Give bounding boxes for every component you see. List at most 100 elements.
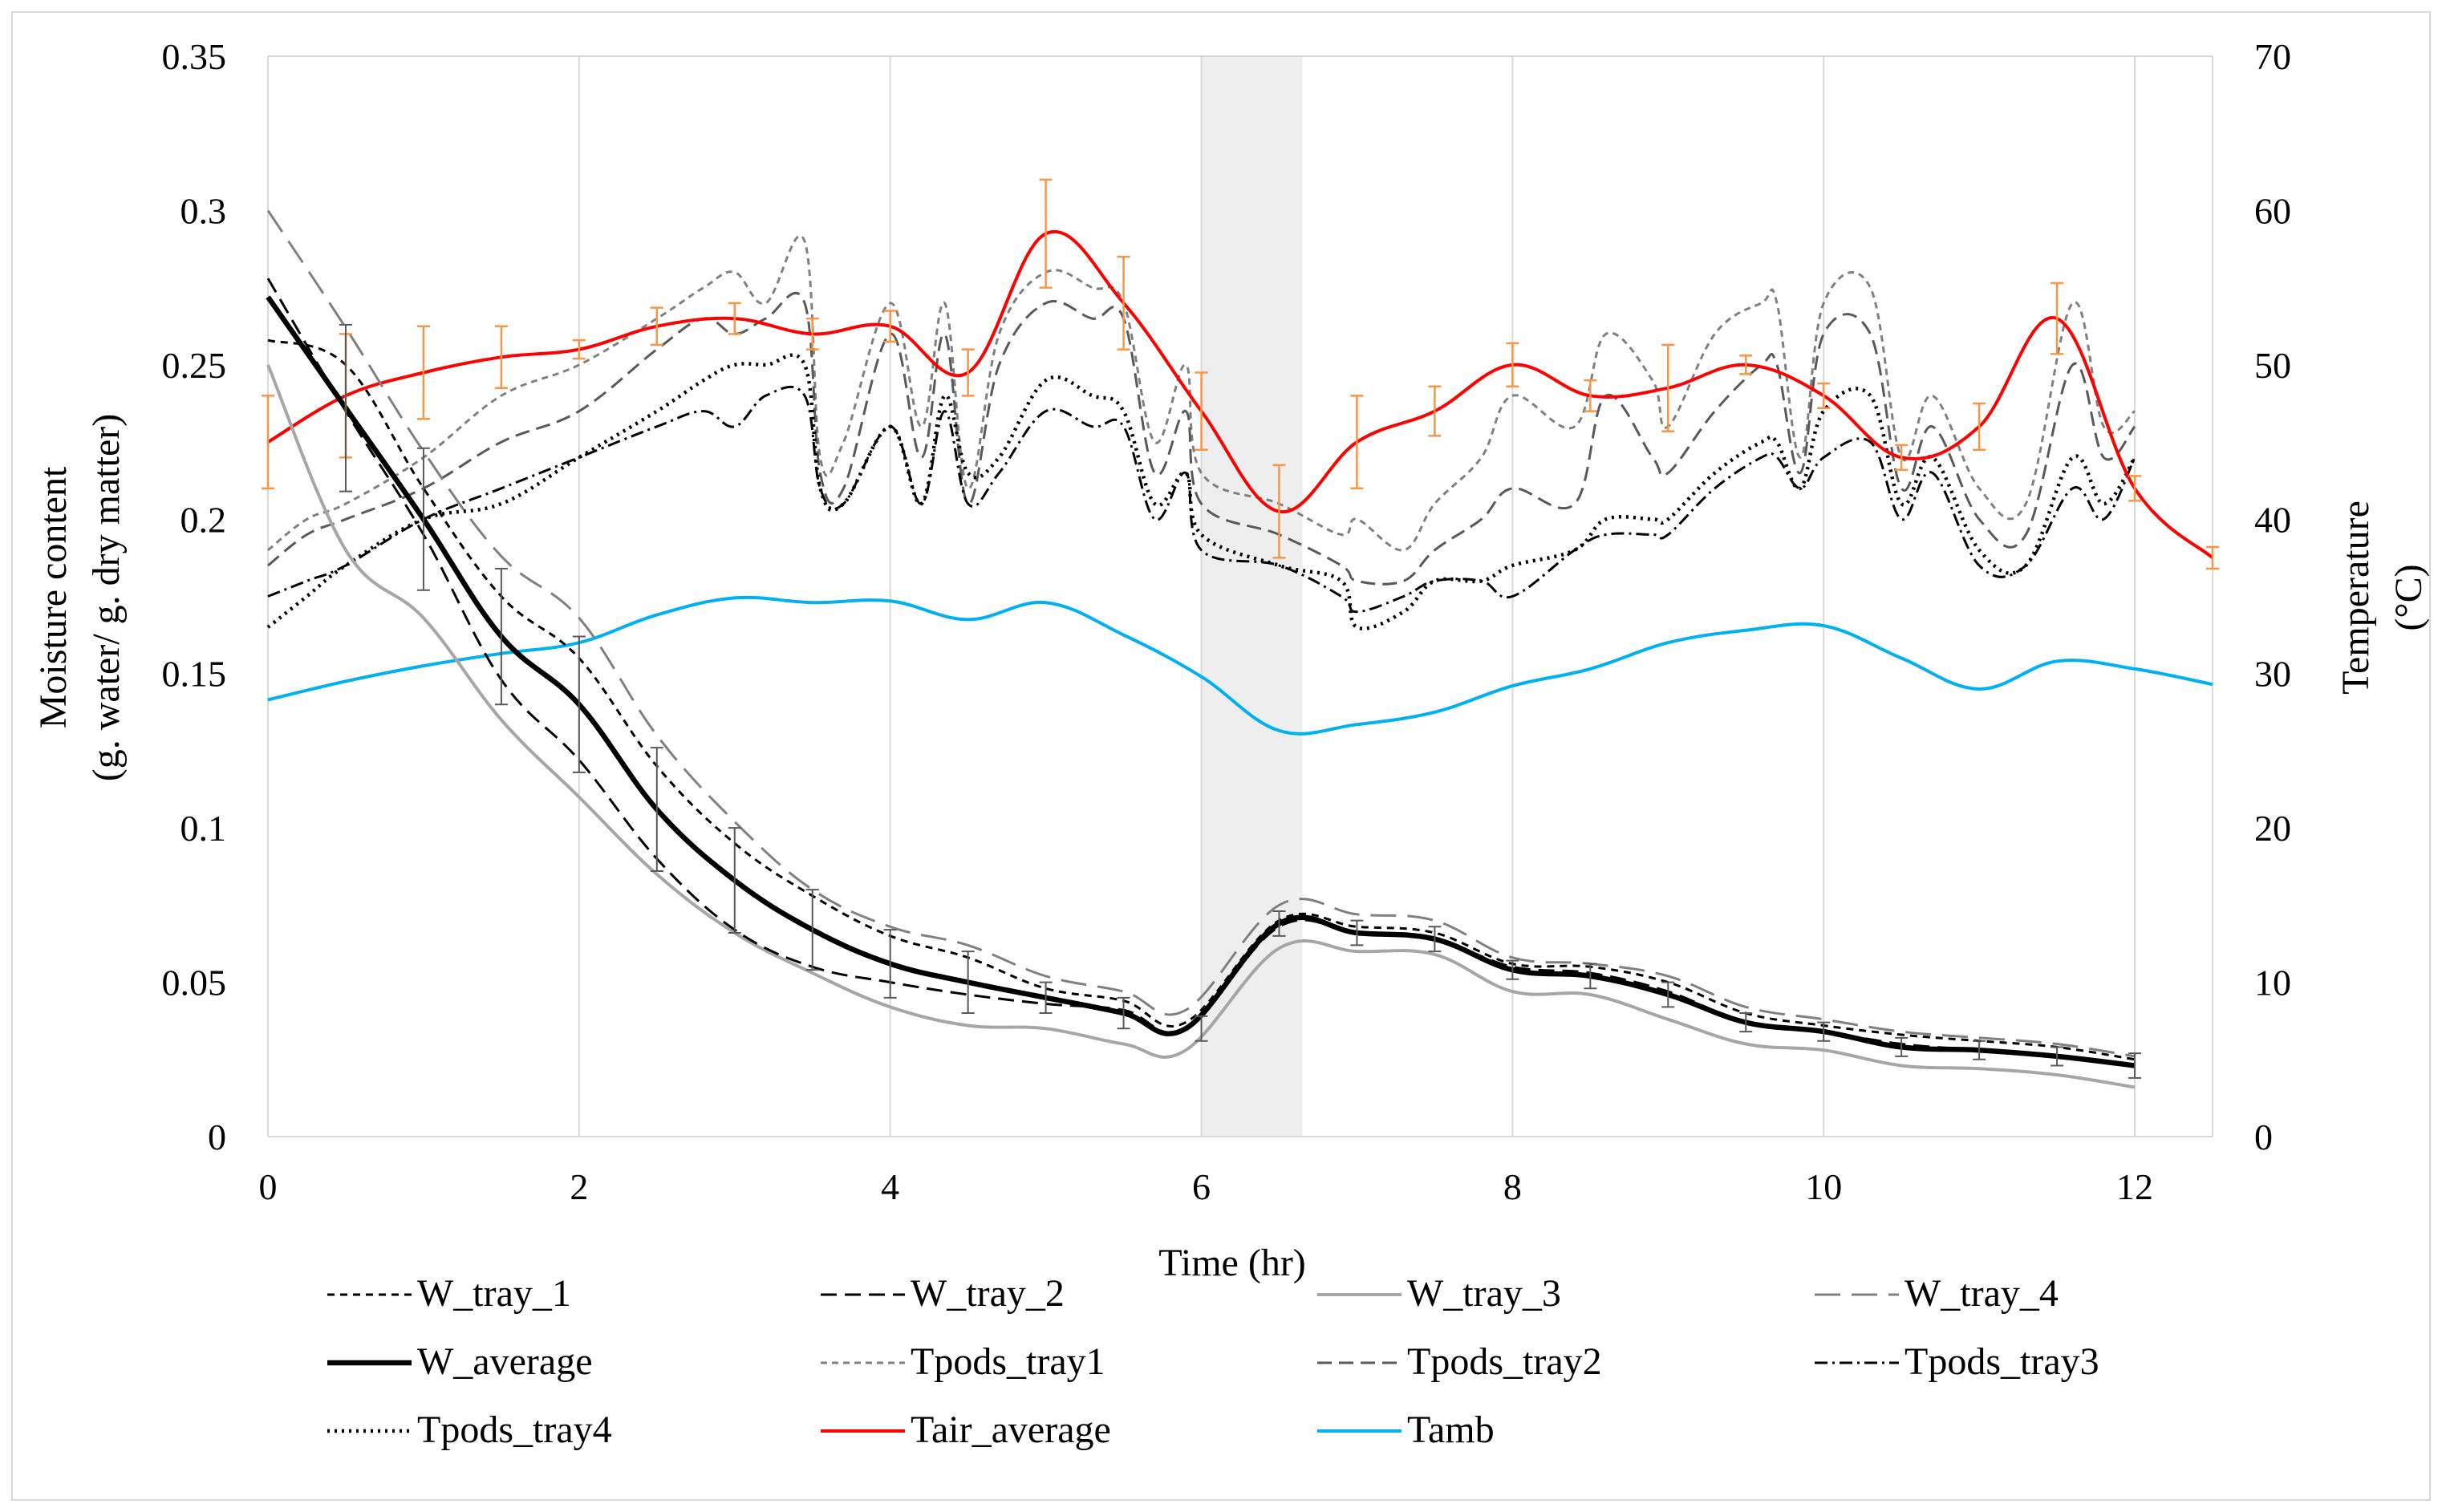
y-axis-right-title-line1: Temperature bbox=[2335, 501, 2377, 695]
y-right-tick-label: 0 bbox=[2254, 1117, 2273, 1157]
series-line-tpods-tray4 bbox=[266, 353, 2136, 630]
x-tick-label: 0 bbox=[259, 1166, 278, 1207]
legend-label: Tamb bbox=[1407, 1409, 1495, 1451]
tair-error-bar bbox=[1428, 385, 1442, 437]
legend-item-w-average: W_average bbox=[327, 1340, 593, 1383]
y-left-tick-label: 0.1 bbox=[181, 808, 227, 849]
tair-error-bar bbox=[1272, 464, 1286, 559]
tair-error-bar bbox=[1506, 342, 1519, 388]
series-line-w-tray-1 bbox=[267, 338, 2136, 1061]
w-average-error-bar bbox=[650, 747, 663, 873]
shaded-band bbox=[1201, 56, 1303, 1137]
tair-error-bar bbox=[1195, 371, 1208, 451]
w-average-error-bar bbox=[883, 929, 897, 999]
y-left-tick-label: 0.3 bbox=[181, 190, 227, 231]
series-line-tpods-tray3 bbox=[267, 386, 2136, 614]
x-axis-title: Time (hr) bbox=[1158, 1242, 1306, 1284]
w-average-error-bar bbox=[961, 951, 975, 1015]
legend-label: W_average bbox=[417, 1340, 593, 1383]
w-average-error-bar bbox=[1739, 1012, 1753, 1033]
series-line-tpods-tray2 bbox=[267, 291, 2136, 586]
tair-error-bar bbox=[1895, 444, 1909, 471]
tair-error-bar bbox=[572, 338, 586, 360]
tair-error-bar bbox=[1350, 395, 1364, 490]
legend-label: W_tray_1 bbox=[417, 1272, 571, 1315]
y-right-tick-label: 70 bbox=[2254, 36, 2291, 77]
series-line-tamb bbox=[267, 595, 2213, 736]
w-average-error-bar bbox=[1506, 959, 1519, 980]
w-average-error-bar bbox=[1584, 963, 1597, 990]
series-line-tpods-tray1 bbox=[267, 234, 2136, 552]
w-average-error-bar bbox=[1117, 996, 1130, 1030]
y-right-tick-label: 10 bbox=[2254, 963, 2291, 1003]
x-tick-label: 12 bbox=[2116, 1166, 2153, 1207]
legend-label: Tair_average bbox=[911, 1409, 1111, 1451]
x-tick-label: 4 bbox=[881, 1166, 899, 1207]
tair-error-bar bbox=[494, 325, 508, 389]
legend: W_tray_1 W_tray_2 W_tray_3 W_tray_4 W_averag… bbox=[327, 1272, 2099, 1451]
w-average-error-bar bbox=[494, 567, 508, 706]
legend-item-w-tray-2: W_tray_2 bbox=[821, 1272, 1065, 1315]
w-average-error-bar bbox=[1039, 981, 1053, 1015]
w-average-error-bar bbox=[2128, 1052, 2142, 1079]
x-tick-label: 2 bbox=[570, 1166, 588, 1207]
series-line-tair-average bbox=[266, 230, 2214, 559]
y-right-tick-label: 30 bbox=[2254, 654, 2291, 695]
y-right-tick-label: 50 bbox=[2254, 345, 2291, 386]
legend-item-tamb: Tamb bbox=[1317, 1409, 1495, 1451]
w-average-error-bar bbox=[2051, 1046, 2064, 1067]
w-average-error-bar bbox=[572, 635, 586, 773]
legend-item-tpods-tray2: Tpods_tray2 bbox=[1317, 1340, 1602, 1383]
y-right-tick-label: 40 bbox=[2254, 499, 2291, 540]
legend-label: Tpods_tray3 bbox=[1905, 1340, 2099, 1383]
series-line-w-average bbox=[266, 295, 2136, 1068]
tair-error-bar bbox=[805, 317, 819, 351]
tair-error-bar bbox=[2206, 545, 2219, 570]
y-axis-right-title-line2: (°C) bbox=[2387, 564, 2430, 630]
w-average-error-bar bbox=[416, 447, 430, 591]
w-average-error-bar bbox=[339, 323, 352, 493]
y-left-tick-label: 0.05 bbox=[162, 963, 227, 1003]
w-average-error-bar bbox=[1272, 910, 1286, 937]
series-layer bbox=[266, 209, 2214, 1089]
legend-item-tpods-tray1: Tpods_tray1 bbox=[821, 1340, 1105, 1383]
legend-label: Tpods_tray4 bbox=[417, 1409, 612, 1451]
legend-label: Tpods_tray1 bbox=[911, 1340, 1105, 1383]
legend-item-w-tray-4: W_tray_4 bbox=[1815, 1272, 2059, 1315]
tair-error-bar bbox=[1584, 379, 1597, 412]
tair-error-bar bbox=[2128, 475, 2142, 502]
legend-label: W_tray_4 bbox=[1905, 1272, 2059, 1315]
series-line-w-tray-4 bbox=[266, 209, 2136, 1058]
w-average-error-bar bbox=[728, 827, 741, 934]
y-left-tick-label: 0.25 bbox=[162, 345, 227, 386]
tair-error-bar bbox=[1739, 355, 1753, 375]
y-right-tick-label: 20 bbox=[2254, 808, 2291, 849]
tair-error-bar bbox=[1661, 343, 1675, 432]
y-left-tick-label: 0 bbox=[208, 1117, 226, 1157]
w-average-error-bar bbox=[1973, 1040, 1986, 1060]
w-average-error-bar bbox=[805, 889, 819, 971]
w-average-error-bar bbox=[1661, 981, 1675, 1008]
legend-label: W_tray_2 bbox=[911, 1272, 1065, 1315]
shaded-band-layer bbox=[1201, 56, 1303, 1137]
y-right-tick-label: 60 bbox=[2254, 190, 2291, 231]
legend-item-tpods-tray3: Tpods_tray3 bbox=[1815, 1340, 2099, 1383]
tair-error-bar bbox=[883, 310, 897, 343]
w-average-error-bar bbox=[1195, 1015, 1208, 1042]
tair-error-bar bbox=[961, 348, 975, 397]
tair-error-bar bbox=[1039, 178, 1053, 289]
legend-label: Tpods_tray2 bbox=[1407, 1340, 1602, 1383]
legend-item-tair-average: Tair_average bbox=[821, 1409, 1111, 1451]
y-axis-left-title-line2: (g. water/ g. dry matter) bbox=[85, 414, 128, 781]
x-tick-label: 8 bbox=[1503, 1166, 1522, 1207]
tair-error-bar bbox=[650, 306, 663, 347]
tick-label-layer: 0 2 4 6 8 10 12 0 0.05 0.1 0.15 0.2 0.25 0.3 0.35 0 10 20… bbox=[162, 36, 2292, 1207]
tair-error-bar bbox=[416, 325, 430, 420]
tair-error-bar bbox=[262, 395, 274, 490]
y-left-tick-label: 0.2 bbox=[181, 499, 227, 540]
legend-item-w-tray-3: W_tray_3 bbox=[1317, 1272, 1561, 1315]
series-line-w-tray-3 bbox=[266, 364, 2136, 1089]
legend-item-w-tray-1: W_tray_1 bbox=[327, 1272, 571, 1315]
tair-error-bar bbox=[1117, 255, 1130, 351]
